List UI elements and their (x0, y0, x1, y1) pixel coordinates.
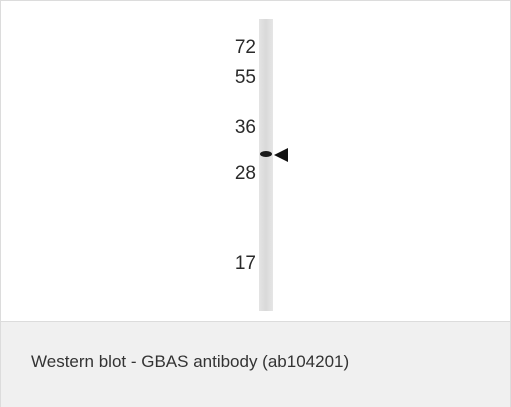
caption-area: Western blot - GBAS antibody (ab104201) (1, 321, 510, 407)
marker-label: 55 (235, 67, 256, 88)
marker-labels: 72 55 36 28 17 (235, 37, 256, 274)
band (260, 151, 272, 157)
lane (259, 19, 273, 311)
page: 72 55 36 28 17 Western blot - GBAS antibody … (0, 0, 511, 407)
marker-label: 72 (235, 37, 256, 58)
arrow (274, 148, 288, 162)
marker-label: 28 (235, 163, 256, 184)
blot-image: 72 55 36 28 17 (1, 1, 510, 321)
marker-label: 17 (235, 253, 256, 274)
marker-label: 36 (235, 117, 256, 138)
caption: Western blot - GBAS antibody (ab104201) (31, 352, 349, 372)
